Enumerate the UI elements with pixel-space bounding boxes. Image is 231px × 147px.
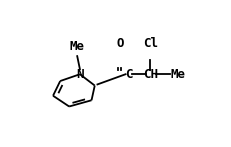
Text: N: N — [76, 68, 84, 81]
Text: Cl: Cl — [143, 37, 158, 50]
Text: Me: Me — [70, 40, 85, 53]
Text: C: C — [125, 68, 133, 81]
Text: Me: Me — [170, 68, 185, 81]
Text: O: O — [116, 37, 124, 50]
Text: CH: CH — [143, 68, 158, 81]
